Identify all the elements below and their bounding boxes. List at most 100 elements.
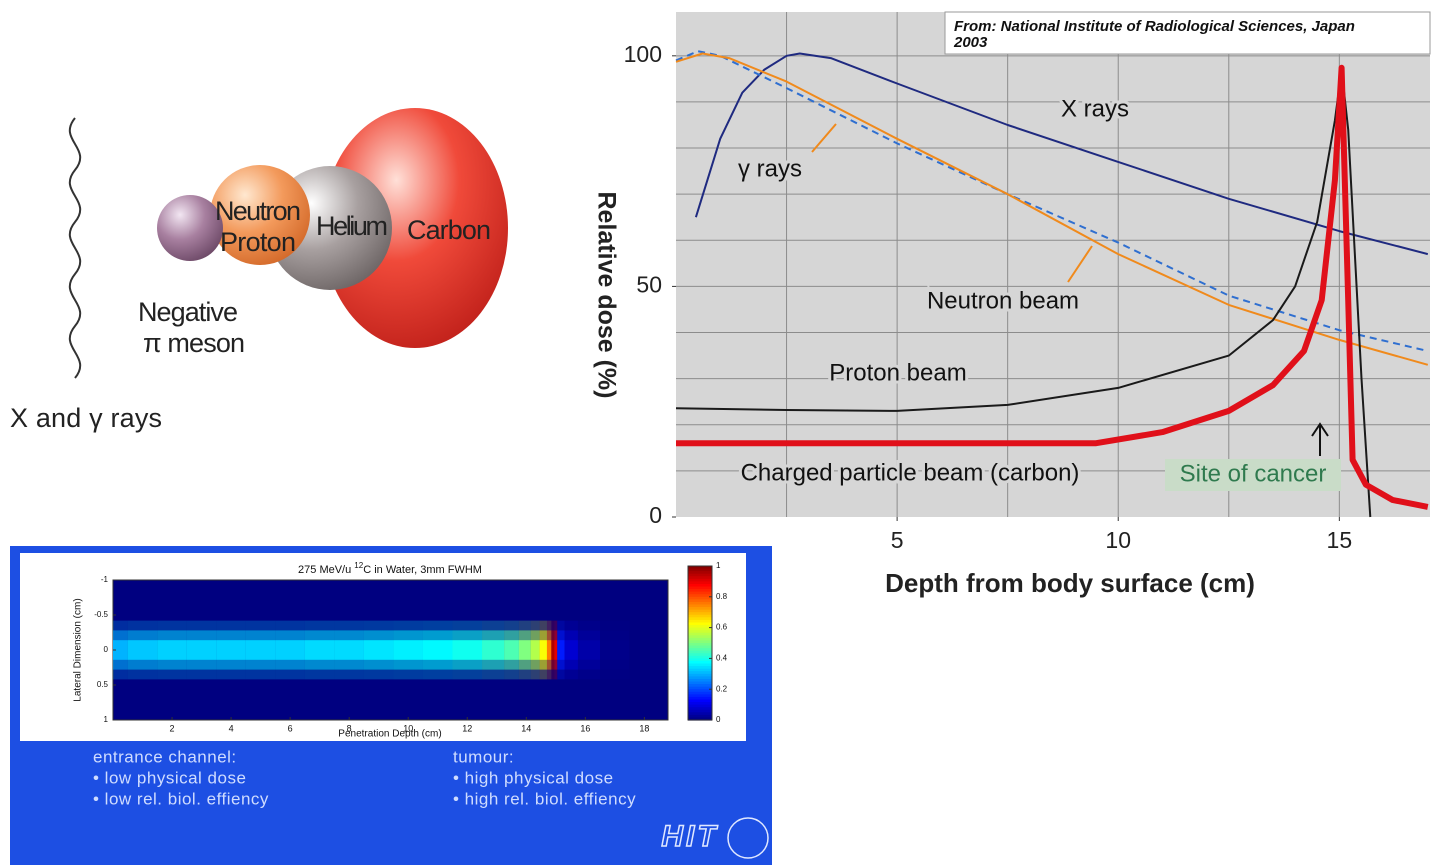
y-tick-label: 100 — [624, 41, 662, 67]
colorbar-segment — [688, 655, 712, 659]
heatmap-band — [275, 640, 305, 660]
carbon-sphere — [322, 108, 508, 348]
heatmap-cell — [557, 620, 565, 680]
colorbar-tick-label: 0.8 — [716, 592, 728, 601]
heatmap-cell — [530, 620, 540, 680]
photon-wave — [68, 117, 82, 379]
colorbar-segment — [688, 632, 712, 636]
colorbar-segment — [688, 617, 712, 621]
heatmap-band — [530, 640, 540, 660]
colorbar-tick-label: 1 — [716, 561, 721, 570]
heatmap-band — [482, 640, 505, 660]
heatmap-cell — [504, 620, 519, 680]
heatmap-cell — [551, 620, 555, 680]
heatmap-band — [334, 640, 364, 660]
colorbar-segment — [688, 650, 712, 654]
colorbar-segment — [688, 676, 712, 680]
heatmap-band — [157, 640, 187, 660]
heatmap-cell — [577, 620, 601, 680]
colorbar-segment — [688, 709, 712, 713]
logo: HIT — [661, 820, 718, 853]
colorbar-segment — [688, 630, 712, 634]
particle-label: Proton — [220, 227, 296, 257]
annotation: Site of cancer — [1180, 460, 1327, 487]
heatmap-band — [216, 640, 246, 660]
y-tick-label: -0.5 — [94, 610, 108, 619]
y-tick-label: -1 — [101, 575, 109, 584]
series-line — [675, 68, 1372, 518]
y-tick-label: 0 — [649, 502, 662, 528]
colorbar-segment — [688, 691, 712, 695]
colorbar-segment — [688, 599, 712, 603]
panel-text: entrance channel: — [93, 747, 237, 766]
y-tick-label: 0 — [104, 645, 109, 654]
x-tick-label: 8 — [347, 723, 352, 733]
colorbar-segment — [688, 594, 712, 598]
heatmap-cell — [554, 620, 558, 680]
heatmap-band — [304, 640, 335, 660]
colorbar-segment — [688, 702, 712, 706]
heatmap-band — [557, 640, 565, 660]
x-tick-label: 5 — [891, 527, 904, 553]
x-tick-label: 18 — [639, 723, 649, 733]
heatmap-cell — [363, 620, 394, 680]
colorbar-segment — [688, 637, 712, 642]
colorbar-segment — [688, 666, 712, 670]
colorbar-segment — [688, 625, 712, 629]
series-line — [675, 52, 1429, 366]
heatmap-cell — [304, 620, 335, 680]
heatmap-cell — [245, 620, 276, 680]
beam-panel: entrance channel: • low physical dose • … — [10, 546, 772, 865]
heatmap-cell — [422, 620, 453, 680]
colorbar-segment — [688, 671, 712, 675]
heatmap-cell — [629, 620, 645, 680]
heatmap-band — [127, 640, 158, 660]
heatmap-cell — [186, 620, 217, 680]
x-tick-label: 10 — [403, 723, 413, 733]
x-tick-label: 14 — [521, 723, 531, 733]
heatmap-cell — [600, 620, 630, 680]
proton-sphere — [210, 165, 310, 265]
series-line — [675, 50, 1429, 352]
series-line — [676, 64, 1429, 510]
y-tick-label: 0.5 — [97, 680, 109, 689]
y-axis-label: Relative dose (%) — [592, 191, 620, 398]
x-axis-label: Penetration Depth (cm) — [338, 729, 441, 740]
particle-diagram: Neutron Proton Helium Carbon Negative π … — [10, 108, 508, 433]
colorbar-segment — [688, 699, 712, 703]
colorbar-segment — [688, 601, 712, 606]
panel-text: • low physical dose — [93, 768, 246, 787]
heatmap-title: 275 MeV/u 12C in Water, 3mm FWHM — [298, 561, 482, 576]
heatmap-band — [422, 640, 453, 660]
colorbar-segment — [688, 576, 712, 580]
panel-text: • high rel. biol. effiency — [453, 789, 636, 808]
colorbar-segment — [688, 589, 712, 593]
x-tick-label: 12 — [462, 723, 472, 733]
y-tick-label: 1 — [104, 715, 109, 724]
colorbar-segment — [688, 694, 712, 698]
title-part: 12 — [354, 561, 363, 570]
heatmap-band — [551, 640, 555, 660]
heatmap-cell — [113, 620, 128, 680]
colorbar-segment — [688, 648, 712, 652]
colorbar-segment — [688, 696, 712, 701]
panel-text: • low rel. biol. effiency — [93, 789, 269, 808]
colorbar-segment — [688, 663, 712, 667]
heatmap-cell — [518, 620, 531, 680]
colorbar-segment — [688, 645, 712, 649]
heatmap-band — [577, 640, 601, 660]
x-tick-label: 16 — [580, 723, 590, 733]
x-axis-label: Depth from body surface (cm) — [885, 568, 1255, 598]
heatmap-band — [518, 640, 531, 660]
heatmap-band — [539, 640, 547, 660]
particle-label: π meson — [143, 328, 245, 358]
heatmap-cell — [482, 620, 505, 680]
heatmap-cell — [452, 620, 483, 680]
source-text: 2003 — [953, 34, 988, 51]
colorbar-segment — [688, 568, 712, 572]
panel-text: • high physical dose — [453, 768, 614, 787]
colorbar-segment — [688, 609, 712, 613]
logo-ring — [727, 817, 769, 859]
colorbar-segment — [688, 566, 712, 570]
